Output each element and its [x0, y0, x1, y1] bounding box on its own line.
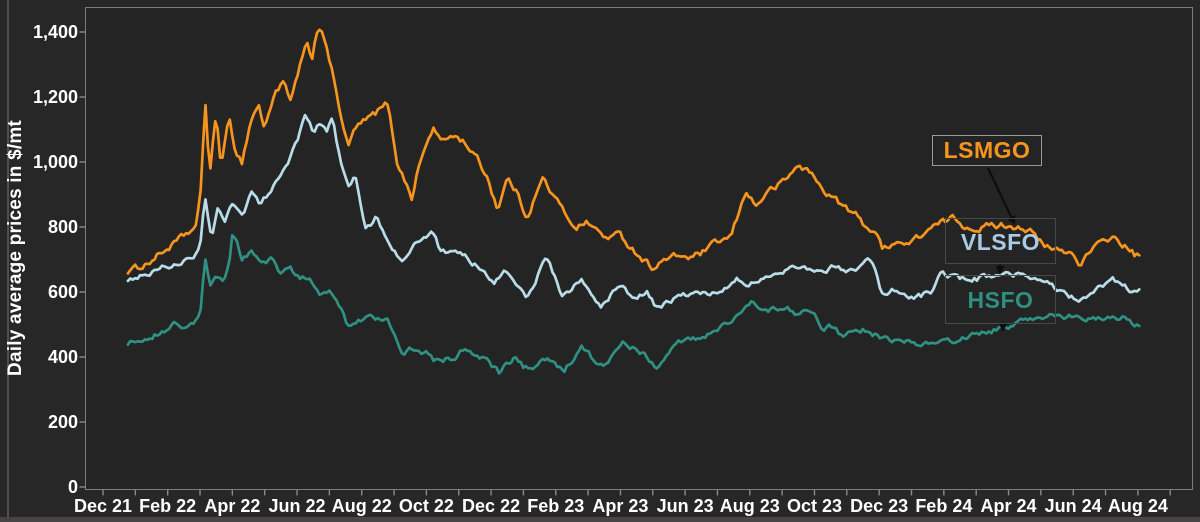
leader-line — [987, 167, 1013, 218]
leader-arrowhead — [1007, 214, 1016, 225]
series-line-hsfo — [126, 233, 1141, 375]
legend-label-vlsfo: VLSFO — [945, 218, 1056, 264]
y-tick-label: 1,000 — [32, 152, 78, 172]
x-tick-label: Oct 23 — [786, 496, 842, 516]
series-line-vlsfo — [126, 113, 1141, 309]
legend-label-vlsfo-text: VLSFO — [960, 229, 1041, 255]
x-tick-label: Jun 23 — [656, 496, 714, 516]
y-tick-label: 200 — [47, 412, 78, 432]
x-tick-label: Aug 23 — [719, 496, 780, 516]
x-tick-label: Dec 21 — [73, 496, 133, 516]
y-tick-label: 600 — [47, 282, 78, 302]
leader-arrowhead — [995, 266, 1005, 275]
series-line-lsmgo — [126, 28, 1141, 275]
x-tick-label: Feb 23 — [527, 496, 585, 516]
y-tick-label: 1,200 — [32, 87, 78, 107]
plot-border — [85, 7, 1193, 490]
leader-arrowhead — [998, 323, 1008, 332]
window-edge-bottom — [0, 517, 1200, 522]
legend-label-lsmgo-text: LSMGO — [943, 137, 1031, 163]
y-tick-label: 400 — [47, 347, 78, 367]
x-tick-label: Jun 22 — [268, 496, 326, 516]
x-tick-label: Feb 24 — [915, 496, 973, 516]
y-tick-label: 800 — [47, 217, 78, 237]
y-tick-label: 0 — [67, 477, 78, 497]
x-tick-label: Apr 23 — [592, 496, 649, 516]
x-tick-label: Apr 24 — [980, 496, 1037, 516]
x-tick-label: Aug 22 — [331, 496, 392, 516]
x-tick-label: Jun 24 — [1044, 496, 1102, 516]
legend-label-hsfo: HSFO — [945, 275, 1056, 324]
y-tick-label: 1,400 — [32, 22, 78, 42]
window-edge-left — [7, 0, 9, 522]
x-tick-label: Apr 22 — [204, 496, 261, 516]
legend-label-hsfo-text: HSFO — [967, 287, 1034, 313]
legend-label-lsmgo: LSMGO — [932, 135, 1042, 166]
x-tick-label: Dec 22 — [462, 496, 521, 516]
x-tick-label: Oct 22 — [398, 496, 454, 516]
x-tick-label: Dec 23 — [850, 496, 909, 516]
x-tick-label: Aug 24 — [1107, 496, 1168, 516]
x-tick-label: Feb 22 — [139, 496, 197, 516]
